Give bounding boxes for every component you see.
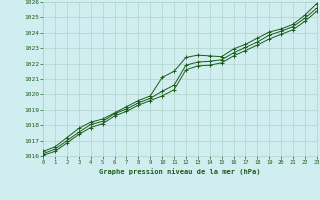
X-axis label: Graphe pression niveau de la mer (hPa): Graphe pression niveau de la mer (hPa) (99, 168, 261, 175)
